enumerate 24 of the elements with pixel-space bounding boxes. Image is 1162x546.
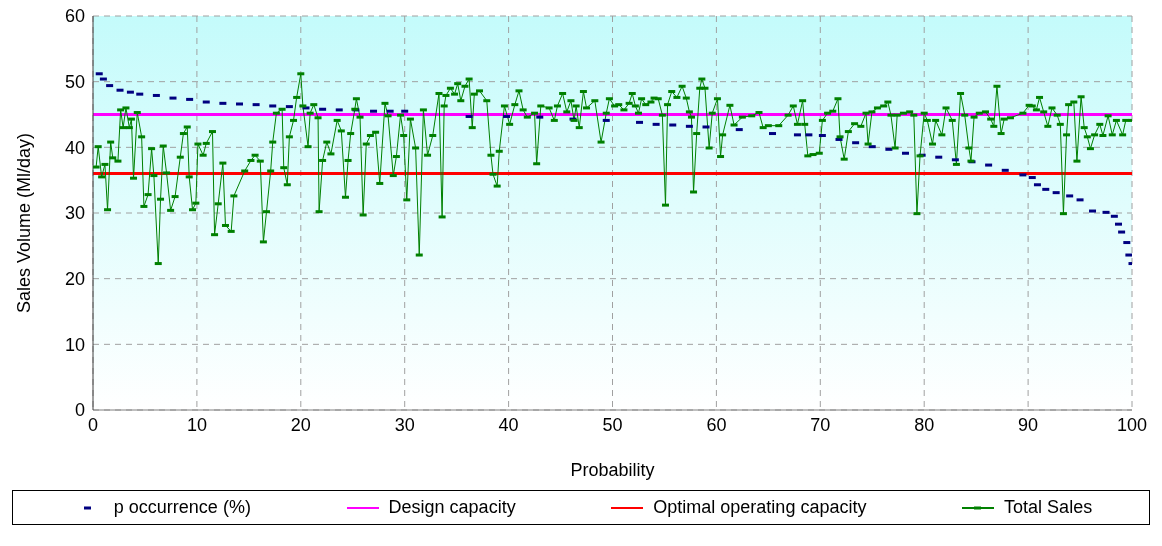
x-tick-label: 60 <box>706 414 727 435</box>
y-tick-label: 60 <box>64 6 85 27</box>
legend-label: Total Sales <box>1004 497 1093 518</box>
x-tick-label: 0 <box>87 414 99 435</box>
y-tick-label: 50 <box>64 72 85 93</box>
legend-label: Design capacity <box>388 497 516 518</box>
y-tick-label: 40 <box>64 137 85 158</box>
x-tick-label: 100 <box>1116 414 1148 435</box>
y-tick-label: 10 <box>64 334 85 355</box>
legend-label: Optimal operating capacity <box>653 497 867 518</box>
x-tick-label: 80 <box>914 414 935 435</box>
x-tick-label: 70 <box>810 414 831 435</box>
x-tick-label: 90 <box>1018 414 1039 435</box>
y-tick-label: 20 <box>64 269 85 290</box>
legend-label: p occurrence (%) <box>113 497 251 518</box>
y-tick-label: 0 <box>74 400 85 421</box>
y-tick-label: 30 <box>64 203 85 224</box>
x-tick-label: 20 <box>290 414 311 435</box>
x-tick-label: 10 <box>186 414 207 435</box>
x-tick-label: 30 <box>394 414 415 435</box>
x-axis-title: Probability <box>570 460 655 480</box>
x-tick-label: 50 <box>602 414 623 435</box>
x-tick-label: 40 <box>498 414 519 435</box>
y-axis-title: Sales Volume (Ml/day) <box>14 132 35 313</box>
